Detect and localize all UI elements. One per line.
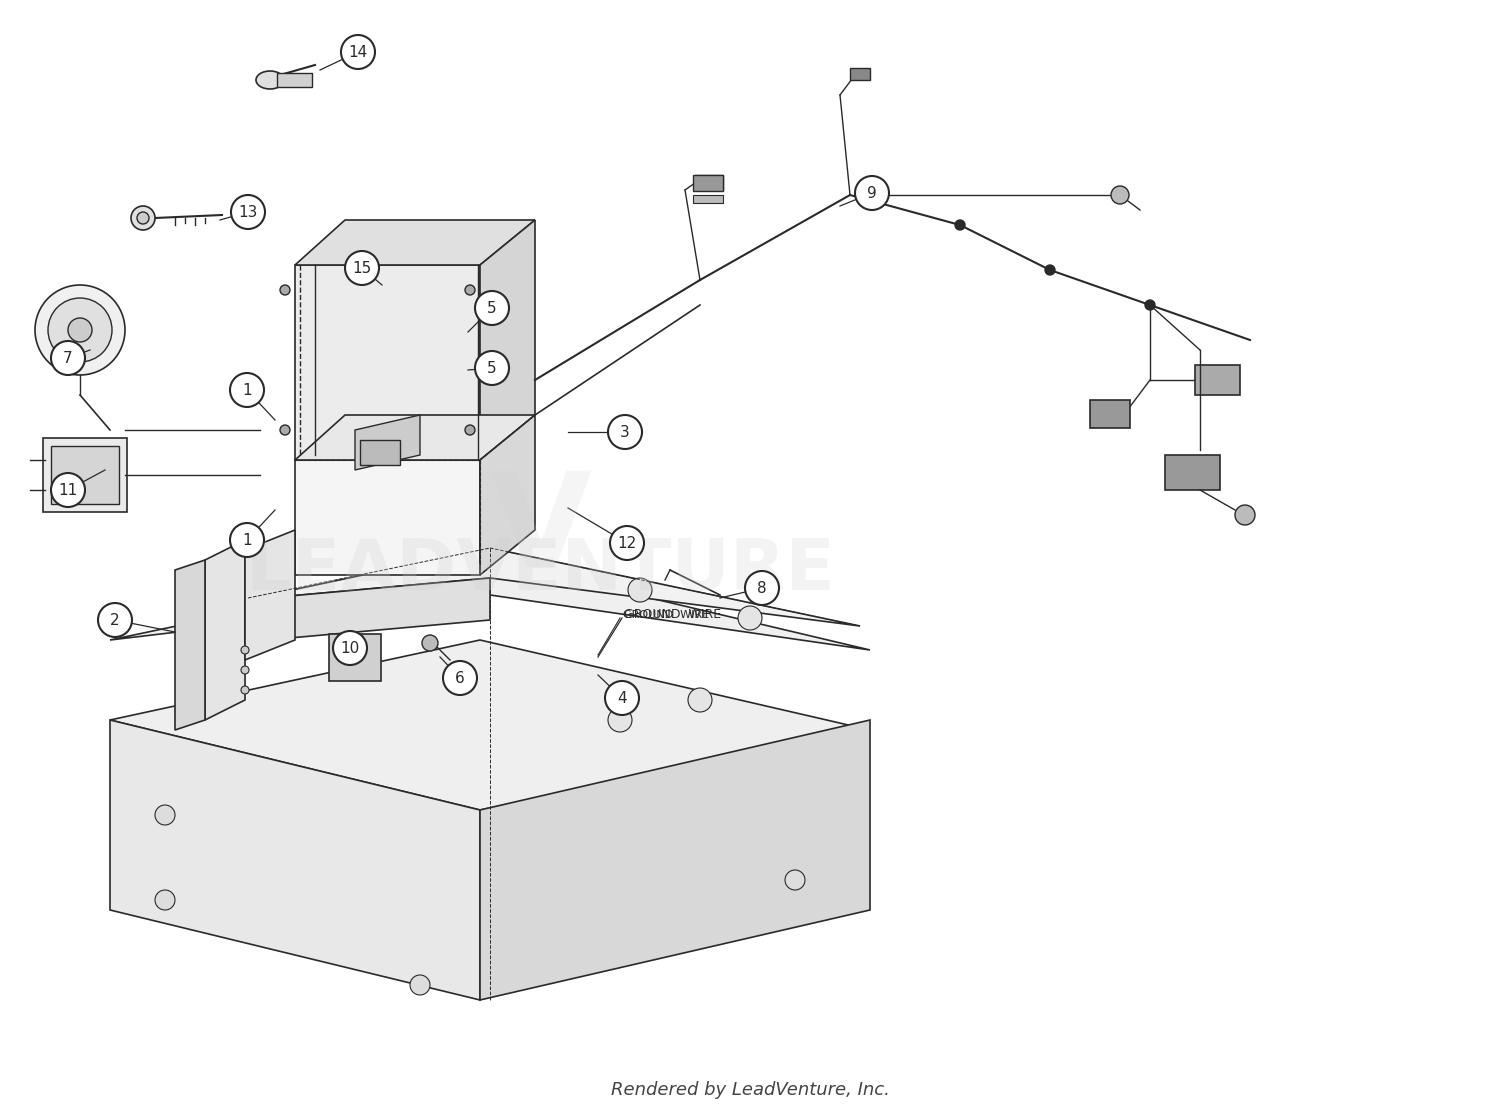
Text: 10: 10 bbox=[340, 641, 360, 655]
Circle shape bbox=[738, 606, 762, 631]
Circle shape bbox=[1046, 265, 1054, 276]
Text: GROUND  WIRE: GROUND WIRE bbox=[624, 607, 722, 620]
Circle shape bbox=[51, 473, 86, 507]
Circle shape bbox=[746, 571, 778, 605]
Circle shape bbox=[34, 284, 124, 375]
Circle shape bbox=[242, 666, 249, 674]
Circle shape bbox=[242, 646, 249, 654]
Circle shape bbox=[855, 176, 889, 211]
Text: 1: 1 bbox=[242, 383, 252, 398]
Text: Rendered by LeadVenture, Inc.: Rendered by LeadVenture, Inc. bbox=[610, 1081, 890, 1099]
Polygon shape bbox=[480, 720, 870, 1000]
Circle shape bbox=[280, 284, 290, 295]
FancyBboxPatch shape bbox=[44, 438, 128, 512]
Bar bbox=[1166, 455, 1219, 491]
Polygon shape bbox=[296, 416, 536, 460]
Polygon shape bbox=[480, 220, 536, 460]
Polygon shape bbox=[296, 460, 480, 575]
Circle shape bbox=[688, 688, 712, 712]
Text: 8: 8 bbox=[758, 580, 766, 596]
Circle shape bbox=[1112, 186, 1130, 204]
Text: 5: 5 bbox=[488, 361, 496, 375]
Bar bbox=[850, 68, 870, 80]
Polygon shape bbox=[110, 560, 870, 650]
Text: 14: 14 bbox=[348, 45, 368, 59]
Ellipse shape bbox=[256, 71, 284, 88]
Text: 1: 1 bbox=[242, 532, 252, 548]
Circle shape bbox=[784, 870, 806, 890]
Circle shape bbox=[345, 251, 380, 284]
Circle shape bbox=[48, 298, 112, 362]
FancyBboxPatch shape bbox=[328, 634, 381, 681]
Circle shape bbox=[628, 578, 652, 603]
Text: 7: 7 bbox=[63, 351, 74, 365]
Circle shape bbox=[476, 351, 508, 385]
Circle shape bbox=[956, 220, 964, 230]
Bar bbox=[693, 195, 723, 203]
Circle shape bbox=[465, 424, 476, 435]
Circle shape bbox=[98, 603, 132, 637]
Circle shape bbox=[333, 631, 368, 665]
Polygon shape bbox=[296, 220, 536, 265]
Circle shape bbox=[68, 318, 92, 342]
FancyBboxPatch shape bbox=[360, 440, 401, 465]
Text: 4: 4 bbox=[616, 691, 627, 706]
Bar bbox=[694, 175, 723, 190]
Polygon shape bbox=[176, 560, 206, 730]
Circle shape bbox=[610, 526, 644, 560]
Text: 13: 13 bbox=[238, 205, 258, 220]
Bar bbox=[693, 175, 723, 192]
Text: LEADVENTURE: LEADVENTURE bbox=[244, 535, 836, 605]
Text: GROUND  WIRE: GROUND WIRE bbox=[622, 610, 710, 620]
Circle shape bbox=[1234, 505, 1256, 525]
Polygon shape bbox=[110, 720, 480, 1000]
Circle shape bbox=[280, 424, 290, 435]
Circle shape bbox=[51, 340, 86, 375]
Circle shape bbox=[231, 195, 266, 228]
Bar bbox=[1196, 365, 1240, 395]
Circle shape bbox=[230, 523, 264, 557]
Polygon shape bbox=[110, 640, 870, 810]
Text: 2: 2 bbox=[110, 613, 120, 627]
Polygon shape bbox=[244, 548, 859, 626]
Circle shape bbox=[340, 35, 375, 69]
Polygon shape bbox=[356, 416, 420, 470]
Circle shape bbox=[422, 635, 438, 651]
Circle shape bbox=[242, 685, 249, 694]
Circle shape bbox=[154, 890, 176, 909]
Polygon shape bbox=[244, 530, 296, 660]
Circle shape bbox=[130, 206, 154, 230]
Circle shape bbox=[442, 661, 477, 696]
Circle shape bbox=[608, 708, 631, 732]
Circle shape bbox=[136, 212, 148, 224]
Circle shape bbox=[410, 976, 430, 995]
Polygon shape bbox=[480, 416, 536, 575]
Circle shape bbox=[476, 291, 508, 325]
Text: 5: 5 bbox=[488, 300, 496, 316]
Polygon shape bbox=[206, 540, 245, 720]
Circle shape bbox=[465, 284, 476, 295]
Text: 11: 11 bbox=[58, 483, 78, 497]
Circle shape bbox=[608, 416, 642, 449]
Bar bbox=[278, 73, 312, 87]
Circle shape bbox=[1144, 300, 1155, 310]
Bar bbox=[1090, 400, 1130, 428]
Circle shape bbox=[154, 805, 176, 825]
Text: 3: 3 bbox=[620, 424, 630, 439]
FancyBboxPatch shape bbox=[51, 446, 118, 504]
Circle shape bbox=[230, 373, 264, 407]
Text: 9: 9 bbox=[867, 186, 877, 200]
Text: 12: 12 bbox=[618, 535, 636, 551]
Text: 15: 15 bbox=[352, 261, 372, 276]
Text: 6: 6 bbox=[454, 671, 465, 685]
Polygon shape bbox=[244, 578, 490, 642]
Polygon shape bbox=[296, 265, 480, 460]
Text: V: V bbox=[489, 467, 591, 594]
Circle shape bbox=[604, 681, 639, 715]
